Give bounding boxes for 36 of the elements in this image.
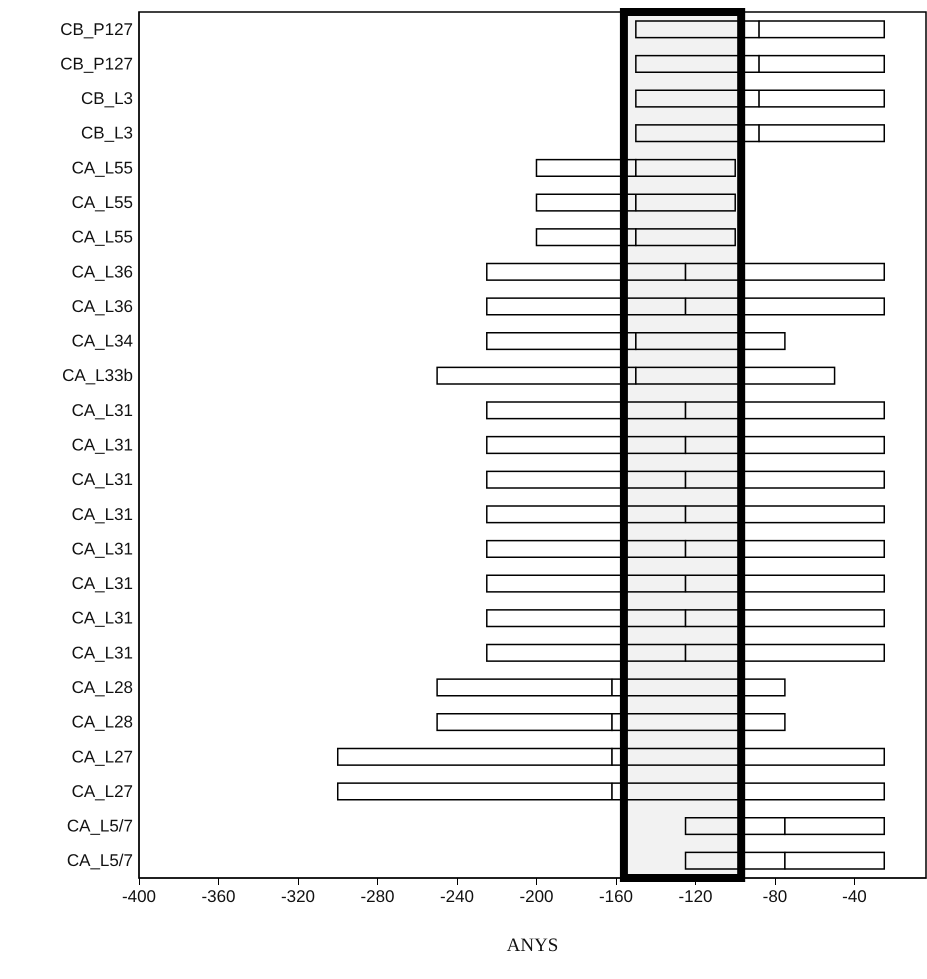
y-tick-label: CA_L31 <box>72 643 133 662</box>
y-tick-label: CA_L28 <box>72 712 133 732</box>
y-tick-label: CA_L27 <box>72 747 133 766</box>
y-tick-label: CA_L55 <box>72 228 133 247</box>
y-tick-label: CB_L3 <box>81 124 133 143</box>
x-tick-label: -320 <box>280 887 316 906</box>
x-tick-label: -360 <box>201 887 236 906</box>
y-tick-label: CA_L31 <box>72 436 133 454</box>
x-tick-label: -400 <box>122 887 156 906</box>
y-tick-label: CA_L5/7 <box>66 816 133 836</box>
y-tick-label: CB_P127 <box>60 20 133 39</box>
y-tick-label: CA_L28 <box>72 678 133 697</box>
y-tick-label: CA_L31 <box>72 574 133 594</box>
y-tick-label: CA_L33b <box>62 366 133 386</box>
y-tick-label: CA_L31 <box>72 608 133 628</box>
y-tick-label: CA_L55 <box>72 158 133 178</box>
x-tick-label: -160 <box>598 887 633 906</box>
y-tick-label: CA_L5/7 <box>66 851 133 870</box>
x-tick-label: -80 <box>762 887 788 906</box>
x-tick-label: -200 <box>519 887 554 906</box>
y-tick-label: CA_L27 <box>72 782 133 801</box>
y-tick-label: CA_L31 <box>72 400 133 420</box>
y-tick-label: CA_L31 <box>72 504 133 524</box>
y-tick-label: CA_L55 <box>72 193 133 212</box>
y-tick-label: CA_L31 <box>72 539 133 558</box>
x-tick-label: -40 <box>842 887 867 906</box>
y-tick-label: CA_L31 <box>72 470 133 490</box>
x-tick-label: -240 <box>440 887 474 906</box>
y-tick-label: CA_L34 <box>72 332 133 351</box>
x-tick-label: -280 <box>360 887 394 906</box>
x-tick-label: -120 <box>678 887 712 906</box>
y-tick-label: CA_L36 <box>72 296 133 316</box>
x-axis-title: ANYS <box>506 935 558 956</box>
y-tick-label: CA_L36 <box>72 262 133 282</box>
y-tick-label: CB_P127 <box>60 54 133 74</box>
y-tick-label: CB_L3 <box>81 89 133 108</box>
